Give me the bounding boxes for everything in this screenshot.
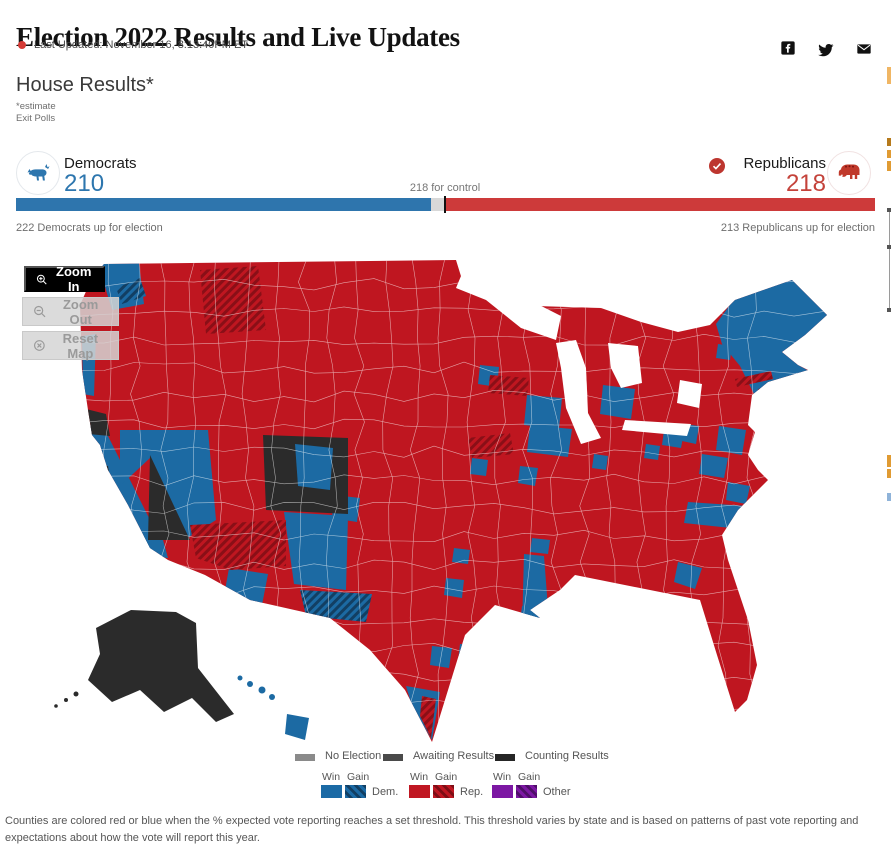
magnifier-plus-icon (36, 274, 47, 284)
legend-dem-label: Dem. (372, 786, 399, 798)
control-threshold-label: 218 for control (409, 182, 481, 194)
sidebar-timeline-dot (887, 208, 891, 212)
legend-dem-gain-swatch (345, 785, 366, 798)
estimate-note: *estimate (16, 101, 56, 112)
sidebar-fragment (887, 150, 891, 158)
legend-awaiting-swatch (383, 754, 403, 761)
house-results-map[interactable] (16, 248, 875, 748)
rep-bar-segment (445, 198, 875, 211)
legend-counting-swatch (495, 754, 515, 761)
legend-rep-win-swatch (409, 785, 430, 798)
legend-no-election-swatch (295, 754, 315, 761)
republican-party-badge (827, 151, 871, 195)
donkey-icon (27, 164, 50, 181)
legend-win-label-dem: Win (322, 771, 341, 783)
balance-of-power-bar (16, 198, 875, 211)
last-updated-text: Last Updated: November 16, 8:13:40PM ET (34, 39, 249, 51)
democrats-label: Democrats (64, 155, 137, 172)
legend-other-win-swatch (492, 785, 513, 798)
hawaii (237, 675, 309, 740)
republicans-label: Republicans (743, 155, 826, 172)
democrat-party-badge (16, 151, 60, 195)
sidebar-timeline-dot (887, 245, 891, 249)
map-methodology-note: Counties are colored red or blue when th… (5, 815, 859, 844)
section-heading: House Results* (16, 74, 154, 96)
circle-x-icon (34, 340, 45, 351)
sidebar-fragment (887, 67, 891, 84)
legend-other-gain-swatch (516, 785, 537, 798)
alaska (54, 610, 234, 722)
sidebar-fragment (887, 161, 891, 171)
exit-polls-link[interactable]: Exit Polls (16, 113, 56, 124)
legend-gain-label-other: Gain (518, 771, 541, 783)
legend-counting-label: Counting Results (525, 750, 609, 762)
legend-other-label: Other (543, 786, 571, 798)
republicans-seat-count: 218 (785, 170, 826, 197)
page-title: Election 2022 Results and Live Updates (16, 22, 460, 53)
dem-bar-segment (16, 198, 431, 211)
great-lakes (456, 276, 702, 444)
last-updated: Last Updated: November 16, 8:13:40PM ET (18, 39, 248, 51)
sidebar-fragment (887, 138, 891, 146)
legend-gain-label-rep: Gain (435, 771, 458, 783)
sidebar-fragment (887, 493, 891, 501)
democrats-seat-count: 210 (64, 170, 105, 197)
dem-up-for-election: 222 Democrats up for election (16, 222, 163, 234)
rep-up-for-election: 213 Republicans up for election (720, 222, 875, 234)
legend-win-label-rep: Win (410, 771, 429, 783)
undecided-bar-segment (431, 198, 445, 211)
legend-win-label-other: Win (493, 771, 512, 783)
sidebar-fragment (887, 469, 891, 478)
twitter-icon[interactable] (818, 42, 834, 58)
legend-awaiting-label: Awaiting Results (413, 750, 495, 762)
sidebar-fragment (887, 455, 891, 467)
zoom-out-button[interactable]: Zoom Out (22, 297, 119, 327)
legend-no-election-label: No Election (325, 750, 382, 762)
legend-rep-label: Rep. (460, 786, 484, 798)
legend-rep-gain-swatch (433, 785, 454, 798)
reset-map-button[interactable]: Reset Map (22, 331, 119, 361)
live-dot-icon (18, 41, 26, 49)
legend-gain-label-dem: Gain (347, 771, 370, 783)
facebook-icon[interactable] (780, 40, 796, 56)
email-icon[interactable] (856, 41, 872, 57)
control-threshold-tick (444, 196, 446, 213)
sidebar-timeline-dot (887, 308, 891, 312)
sidebar-timeline-fragment (889, 210, 890, 310)
elephant-icon (838, 164, 860, 179)
magnifier-minus-icon (34, 305, 46, 318)
legend-dem-win-swatch (321, 785, 342, 798)
zoom-in-button[interactable]: Zoom In (24, 264, 105, 294)
republican-winner-check-icon (709, 158, 725, 174)
